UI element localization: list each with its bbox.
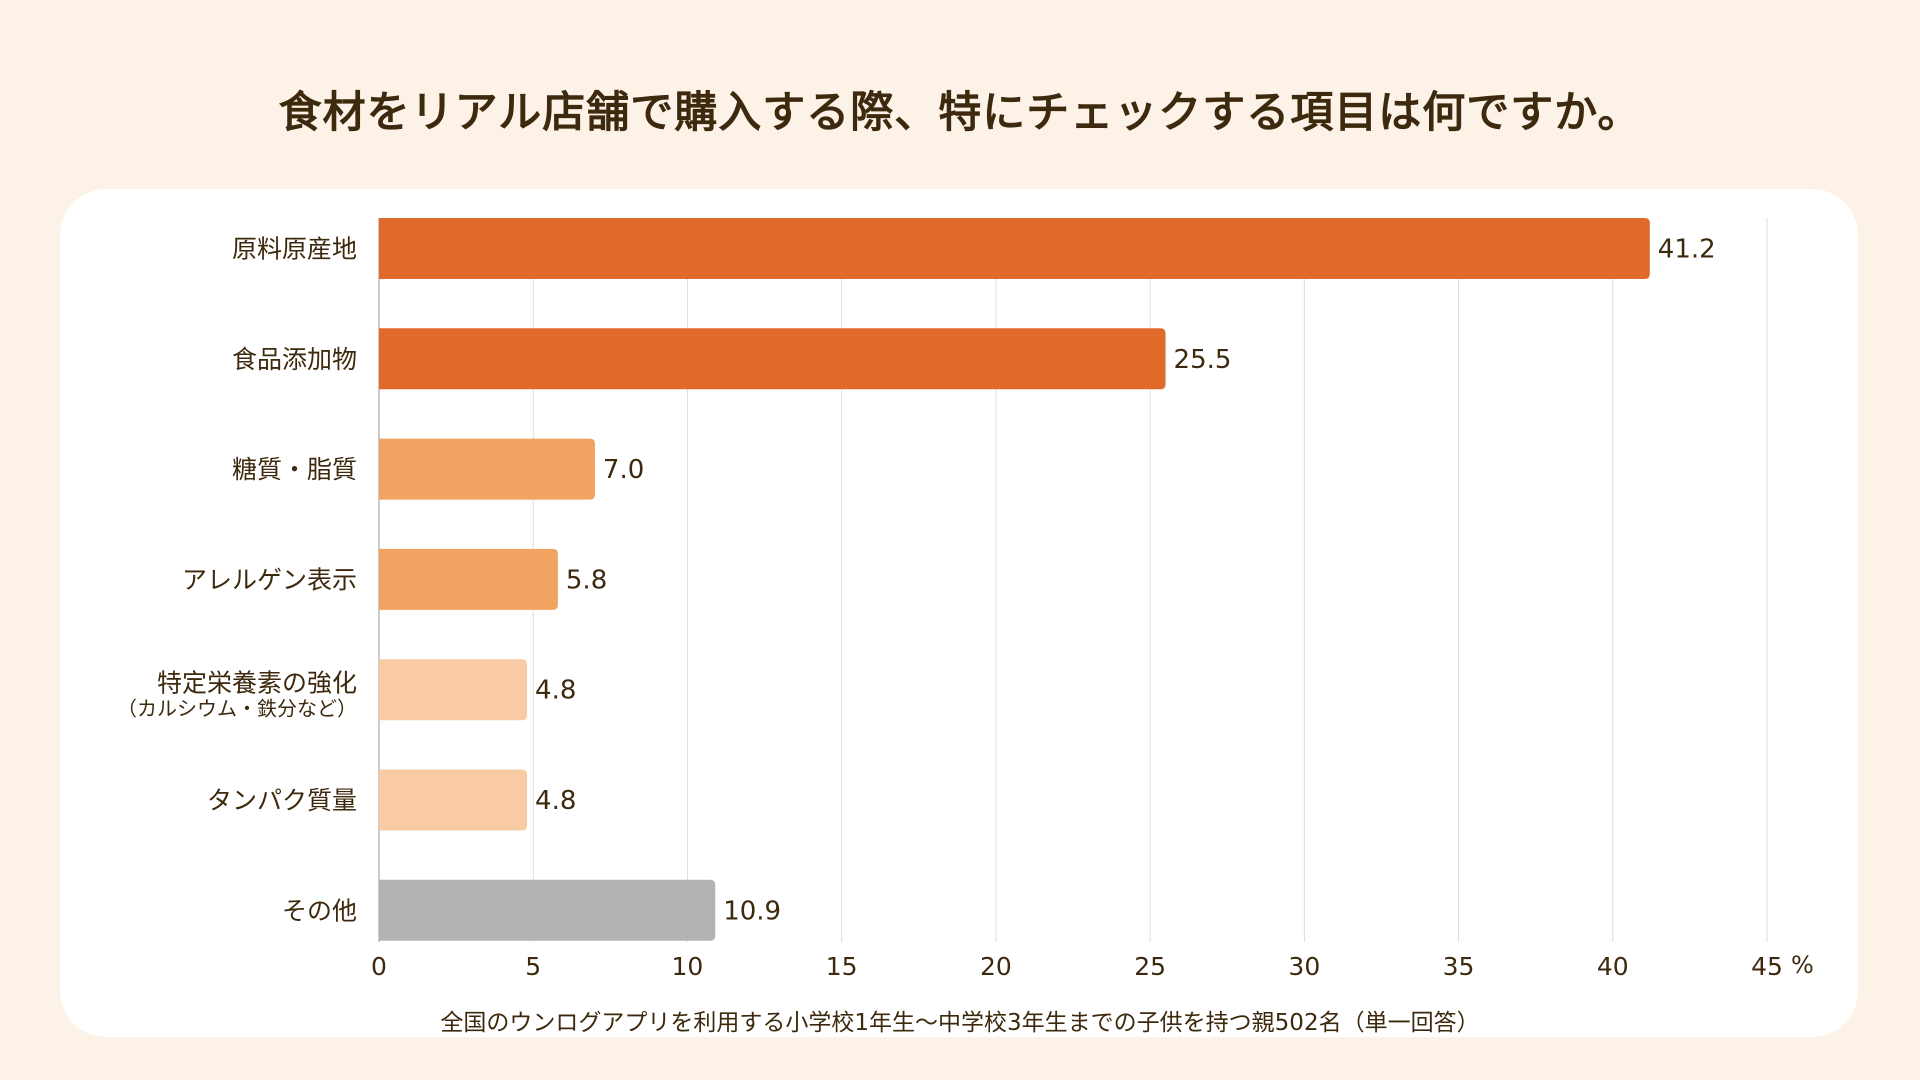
category-labels: 原料原産地食品添加物糖質・脂質アレルゲン表示特定栄養素の強化（カルシウム・鉄分な… xyxy=(117,235,357,926)
bars xyxy=(379,218,1650,941)
x-tick-label: 30 xyxy=(1288,952,1320,981)
x-tick-label: 40 xyxy=(1597,952,1629,981)
category-label: その他 xyxy=(282,896,357,925)
category-label: タンパク質量 xyxy=(207,786,357,815)
bar xyxy=(379,218,1650,279)
value-label: 5.8 xyxy=(566,565,607,595)
x-tick-label: 45 xyxy=(1751,952,1783,981)
category-label: アレルゲン表示 xyxy=(182,565,357,594)
value-label: 4.8 xyxy=(535,676,576,706)
value-label: 10.9 xyxy=(723,896,781,926)
bar xyxy=(379,769,528,831)
category-sublabel: （カルシウム・鉄分など） xyxy=(117,697,357,721)
x-tick-label: 35 xyxy=(1443,952,1475,981)
category-label: 糖質・脂質 xyxy=(232,455,357,484)
value-label: 7.0 xyxy=(603,455,644,485)
x-tick-label: 25 xyxy=(1134,952,1166,981)
chart-title: 食材をリアル店舗で購入する際、特にチェックする項目は何ですか。 xyxy=(278,88,1642,138)
value-labels: 41.2 25.5 7.0 5.8 4.8 4.8 10.9 xyxy=(535,235,1716,927)
x-tick-label: 10 xyxy=(672,952,704,981)
category-label: 食品添加物 xyxy=(232,345,357,374)
bar xyxy=(379,548,558,610)
category-label: 原料原産地 xyxy=(232,235,357,264)
value-label: 4.8 xyxy=(535,786,576,816)
value-label: 25.5 xyxy=(1174,345,1232,375)
x-axis-unit-label: % xyxy=(1791,951,1814,979)
x-tick-label: 5 xyxy=(525,952,541,981)
value-label: 41.2 xyxy=(1658,235,1716,265)
x-axis-ticks: 0 5 10 15 20 25 30 35 40 45% xyxy=(371,951,1814,981)
bar xyxy=(379,328,1166,390)
category-label: 特定栄養素の強化 xyxy=(157,669,357,698)
bar xyxy=(379,438,595,500)
x-tick-label: 15 xyxy=(826,952,858,981)
x-tick-label: 0 xyxy=(371,952,387,981)
survey-footnote: 全国のウンログアプリを利用する小学校1年生〜中学校3年生までの子供を持つ親502… xyxy=(440,1010,1480,1036)
x-tick-label: 20 xyxy=(980,952,1012,981)
bar xyxy=(379,659,528,721)
bar xyxy=(379,879,716,941)
